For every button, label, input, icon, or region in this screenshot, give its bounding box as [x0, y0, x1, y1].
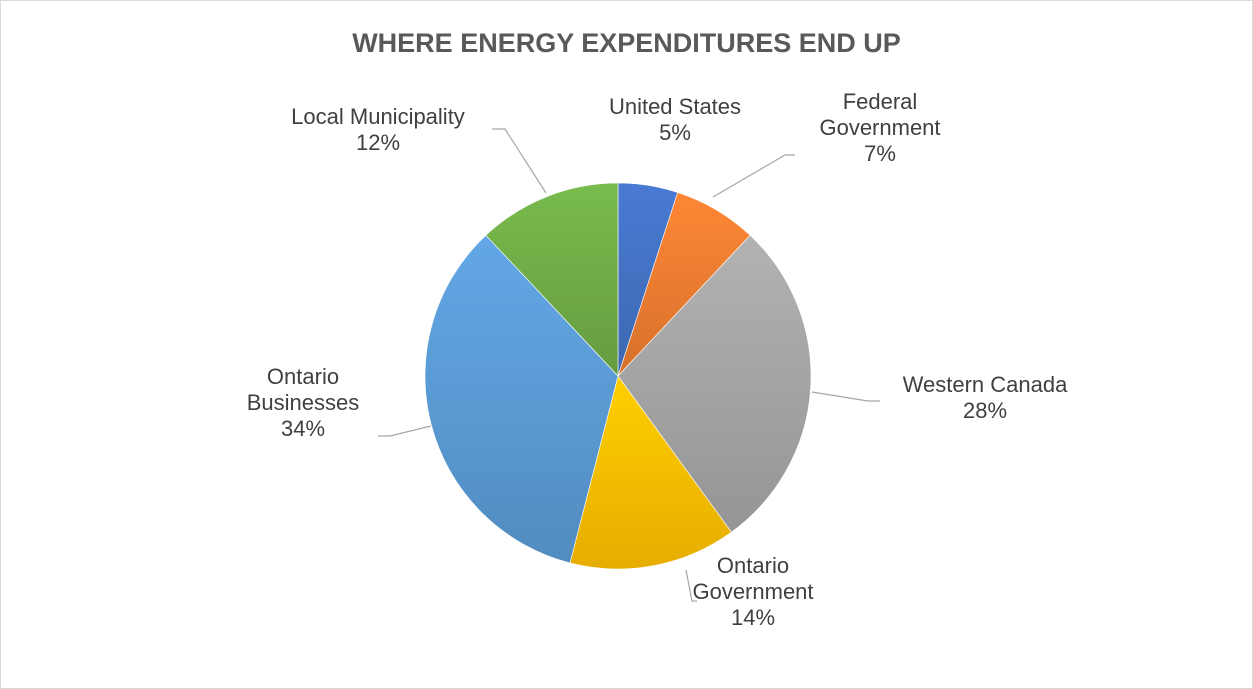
pie-slice-local-municipality: [485, 182, 619, 377]
leader-line-ontario-government: [685, 569, 697, 602]
pie-slice-western-canada: [617, 234, 812, 533]
leader-line-ontario-businesses: [378, 425, 432, 437]
pie-slice-ontario-government: [569, 375, 732, 570]
leader-lines: [378, 128, 880, 602]
leader-line-federal-government: [712, 154, 795, 198]
data-labels: United States 5% Federal Government 7% Wester…: [247, 89, 1068, 630]
pie-slice-ontario-businesses: [424, 234, 619, 564]
leader-line-western-canada: [811, 391, 880, 402]
pie-slices: [424, 182, 812, 570]
leader-line-local-municipality: [492, 128, 547, 194]
data-label-ontario-businesses: Ontario Businesses 34%: [247, 364, 360, 441]
chart-title: WHERE ENERGY EXPENDITURES END UP: [352, 28, 901, 58]
data-label-local-municipality: Local Municipality 12%: [291, 104, 465, 155]
data-label-western-canada: Western Canada 28%: [903, 372, 1068, 423]
data-label-federal-government: Federal Government 7%: [819, 89, 940, 166]
data-label-united-states: United States 5%: [609, 94, 741, 145]
data-label-ontario-government: Ontario Government 14%: [692, 553, 813, 630]
